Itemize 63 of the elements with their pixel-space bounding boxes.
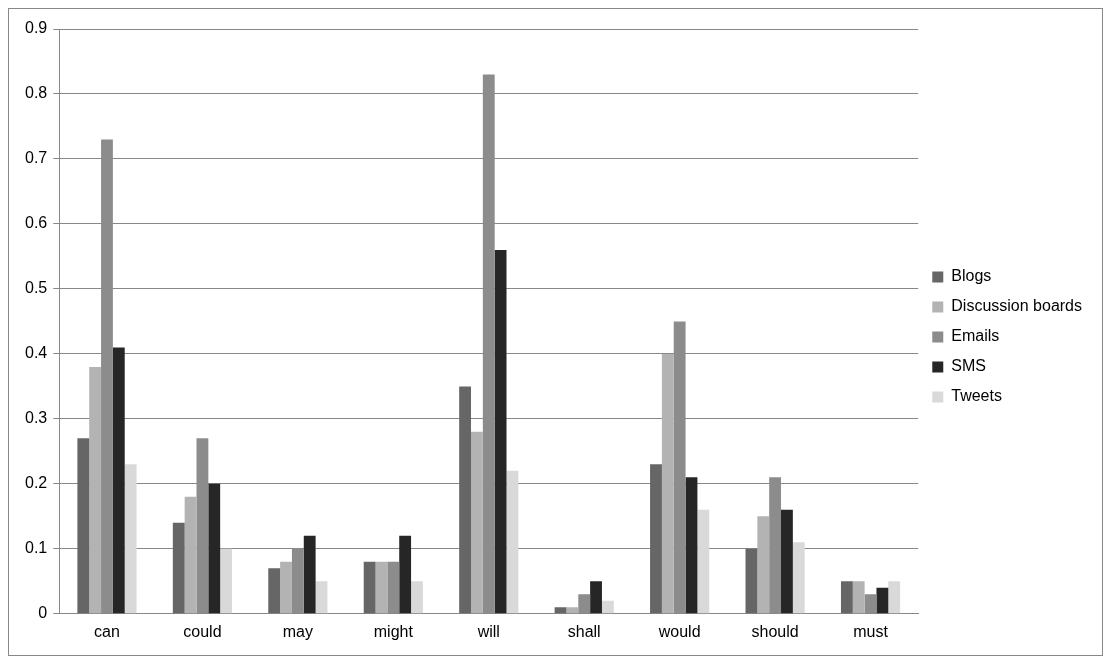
bar bbox=[89, 366, 102, 614]
bar bbox=[184, 496, 197, 614]
bar bbox=[280, 561, 292, 614]
x-tick-label: should bbox=[751, 622, 799, 640]
bar bbox=[208, 483, 221, 614]
bar bbox=[876, 587, 889, 614]
x-tick-label: could bbox=[183, 622, 222, 640]
y-tick-label: 0.8 bbox=[24, 84, 48, 102]
bar bbox=[172, 522, 185, 614]
bar bbox=[554, 607, 567, 614]
bar bbox=[757, 516, 770, 614]
y-tick-label: 0.2 bbox=[24, 474, 48, 492]
bar bbox=[471, 431, 483, 614]
bar bbox=[124, 464, 137, 614]
x-tick-label: shall bbox=[567, 622, 601, 640]
bar bbox=[864, 594, 877, 614]
x-tick-label: will bbox=[476, 622, 500, 640]
bar bbox=[578, 594, 591, 614]
y-tick-label: 0.4 bbox=[24, 344, 48, 362]
bar bbox=[697, 509, 710, 614]
y-tick-label: 0.7 bbox=[24, 149, 48, 167]
legend-label: Blogs bbox=[951, 267, 992, 285]
y-tick-label: 0 bbox=[38, 604, 48, 622]
bar bbox=[112, 347, 125, 614]
bar bbox=[661, 353, 674, 614]
bar bbox=[315, 581, 328, 614]
x-tick-label: can bbox=[94, 622, 120, 640]
bar bbox=[411, 581, 423, 614]
bar bbox=[650, 464, 662, 614]
legend-label: Tweets bbox=[951, 387, 1002, 405]
legend-label: SMS bbox=[951, 357, 986, 375]
bar bbox=[387, 561, 400, 614]
bar bbox=[685, 477, 698, 614]
x-tick-label: would bbox=[657, 622, 701, 640]
bar bbox=[459, 386, 472, 614]
bar bbox=[840, 581, 853, 614]
bar bbox=[852, 581, 865, 614]
bar bbox=[494, 249, 507, 614]
y-tick-label: 0.3 bbox=[24, 409, 48, 427]
y-tick-label: 0.1 bbox=[24, 539, 48, 557]
bar bbox=[745, 548, 758, 614]
bar bbox=[601, 600, 614, 614]
bar bbox=[220, 548, 232, 614]
bar bbox=[792, 542, 805, 614]
x-tick-label: might bbox=[373, 622, 414, 640]
bar bbox=[399, 535, 412, 614]
legend-label: Emails bbox=[951, 327, 1000, 345]
y-tick-label: 0.6 bbox=[24, 214, 48, 232]
bar bbox=[363, 561, 376, 614]
bar bbox=[506, 470, 519, 614]
bar bbox=[566, 607, 579, 614]
y-tick-label: 0.9 bbox=[24, 19, 48, 37]
x-tick-label: must bbox=[853, 622, 889, 640]
legend-label: Discussion boards bbox=[951, 297, 1083, 315]
bar bbox=[781, 509, 793, 614]
bar bbox=[268, 568, 281, 614]
bar bbox=[590, 581, 602, 614]
bar bbox=[888, 581, 901, 614]
bar bbox=[77, 438, 90, 614]
y-tick-label: 0.5 bbox=[24, 279, 48, 297]
bar bbox=[303, 535, 316, 614]
bar bbox=[375, 561, 388, 614]
x-tick-label: may bbox=[282, 622, 313, 640]
